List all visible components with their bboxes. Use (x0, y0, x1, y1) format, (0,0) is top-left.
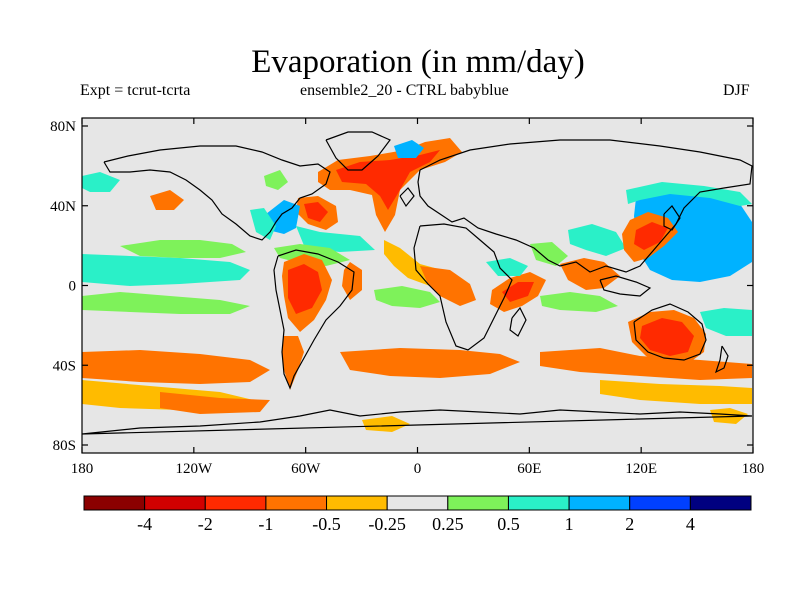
lat-label: 80N (50, 119, 76, 135)
coast-new-zealand (714, 345, 729, 374)
region-north-pacific-coast (150, 190, 184, 210)
colorbar-swatch (629, 495, 691, 511)
lon-label: 0 (414, 461, 422, 477)
coast-north-america (103, 145, 331, 241)
region-southern-ocean-south-america (82, 350, 270, 384)
lat-label: 80S (53, 438, 76, 454)
region-pacific-equatorial (82, 254, 250, 286)
lon-label: 180 (742, 461, 765, 477)
coast-antarctica (81, 409, 753, 435)
colorbar-label: 0.25 (432, 514, 464, 534)
ensemble-label: ensemble2_20 - CTRL babyblue (300, 82, 509, 99)
region-southern-ocean-indian (540, 348, 752, 380)
page-title: Evaporation (in mm/day) (251, 44, 585, 80)
lon-label: 120W (175, 461, 213, 477)
coast-greenland (325, 131, 391, 171)
anomaly-field (81, 118, 753, 453)
latitude-labels: 80N 40N 0 40S 80S (50, 119, 76, 454)
lat-label: 0 (69, 279, 77, 295)
region-atlantic-north-core (336, 150, 440, 210)
colorbar-swatch (689, 495, 752, 511)
lon-label: 120E (625, 461, 657, 477)
colorbar-swatch (507, 495, 570, 511)
region-arctic-norway (394, 140, 424, 158)
region-southern-ocean-atlantic (340, 348, 520, 378)
colorbar-label: -0.5 (312, 514, 341, 534)
colorbar (83, 495, 752, 511)
region-southern-ocean-pacific (160, 392, 270, 414)
region-japan-core (634, 222, 668, 250)
region-pacific-central (120, 240, 246, 258)
coast-south-america (273, 249, 355, 390)
colorbar-label: -2 (198, 514, 213, 534)
colorbar-label: 4 (686, 514, 695, 534)
lon-label: 60W (291, 461, 321, 477)
experiment-label: Expt = tcrut-tcrta (80, 82, 191, 99)
region-brazil-coast (342, 262, 362, 300)
coast-australia (633, 303, 707, 361)
region-pacific-north-ring (626, 182, 752, 206)
longitude-labels: 180 120W 60W 0 60E 120E 180 (71, 461, 765, 477)
colorbar-label: 0.5 (497, 514, 520, 534)
region-indian-ocean (540, 292, 618, 312)
region-africa-east-core (502, 282, 534, 302)
colorbar-swatch (204, 495, 267, 511)
region-south-america-south (282, 336, 304, 390)
region-antarctic-coast-east (710, 408, 748, 424)
region-amazon-core (288, 264, 322, 314)
colorbar-swatch (326, 495, 388, 511)
coast-japan (663, 205, 681, 231)
region-pacific-south (82, 292, 250, 314)
lon-label: 60E (517, 461, 541, 477)
lon-label: 180 (71, 461, 94, 477)
coast-indonesia (599, 275, 652, 297)
lat-label: 40S (53, 358, 76, 374)
axis-ticks (81, 118, 754, 453)
coast-uk (399, 187, 415, 208)
colorbar-swatch (265, 495, 328, 511)
colorbar-label: -0.25 (368, 514, 406, 534)
colorbar-swatch (386, 495, 449, 511)
coast-eurasia (417, 139, 753, 273)
colorbar-label: 1 (565, 514, 574, 534)
lat-label: 40N (50, 199, 76, 215)
season-label: DJF (723, 82, 750, 99)
colorbar-labels: -4 -2 -1 -0.5 -0.25 0.25 0.5 1 2 4 (137, 514, 695, 534)
colorbar-label: -1 (258, 514, 273, 534)
region-south-atlantic (374, 286, 440, 308)
region-pacific-north-east (82, 172, 120, 192)
region-australia-core (640, 318, 694, 356)
region-india (530, 242, 568, 266)
colorbar-swatch (83, 495, 146, 511)
region-southern-ocean-east (600, 380, 752, 404)
region-hudson (264, 170, 288, 190)
region-atlantic-west (296, 226, 375, 252)
region-east-asia (568, 224, 626, 256)
colorbar-label: -4 (137, 514, 152, 534)
coastlines (81, 131, 753, 435)
region-antarctic-coast (362, 416, 410, 432)
coast-africa (413, 223, 513, 351)
coast-madagascar (509, 306, 527, 337)
colorbar-label: 2 (625, 514, 634, 534)
region-usa-east-core (304, 202, 328, 222)
colorbar-swatch (144, 495, 206, 511)
region-africa-north (420, 266, 476, 306)
region-new-zealand-sea (700, 308, 752, 336)
colorbar-swatch (568, 495, 631, 511)
region-mediterranean (486, 258, 528, 276)
colorbar-swatch (447, 495, 509, 511)
